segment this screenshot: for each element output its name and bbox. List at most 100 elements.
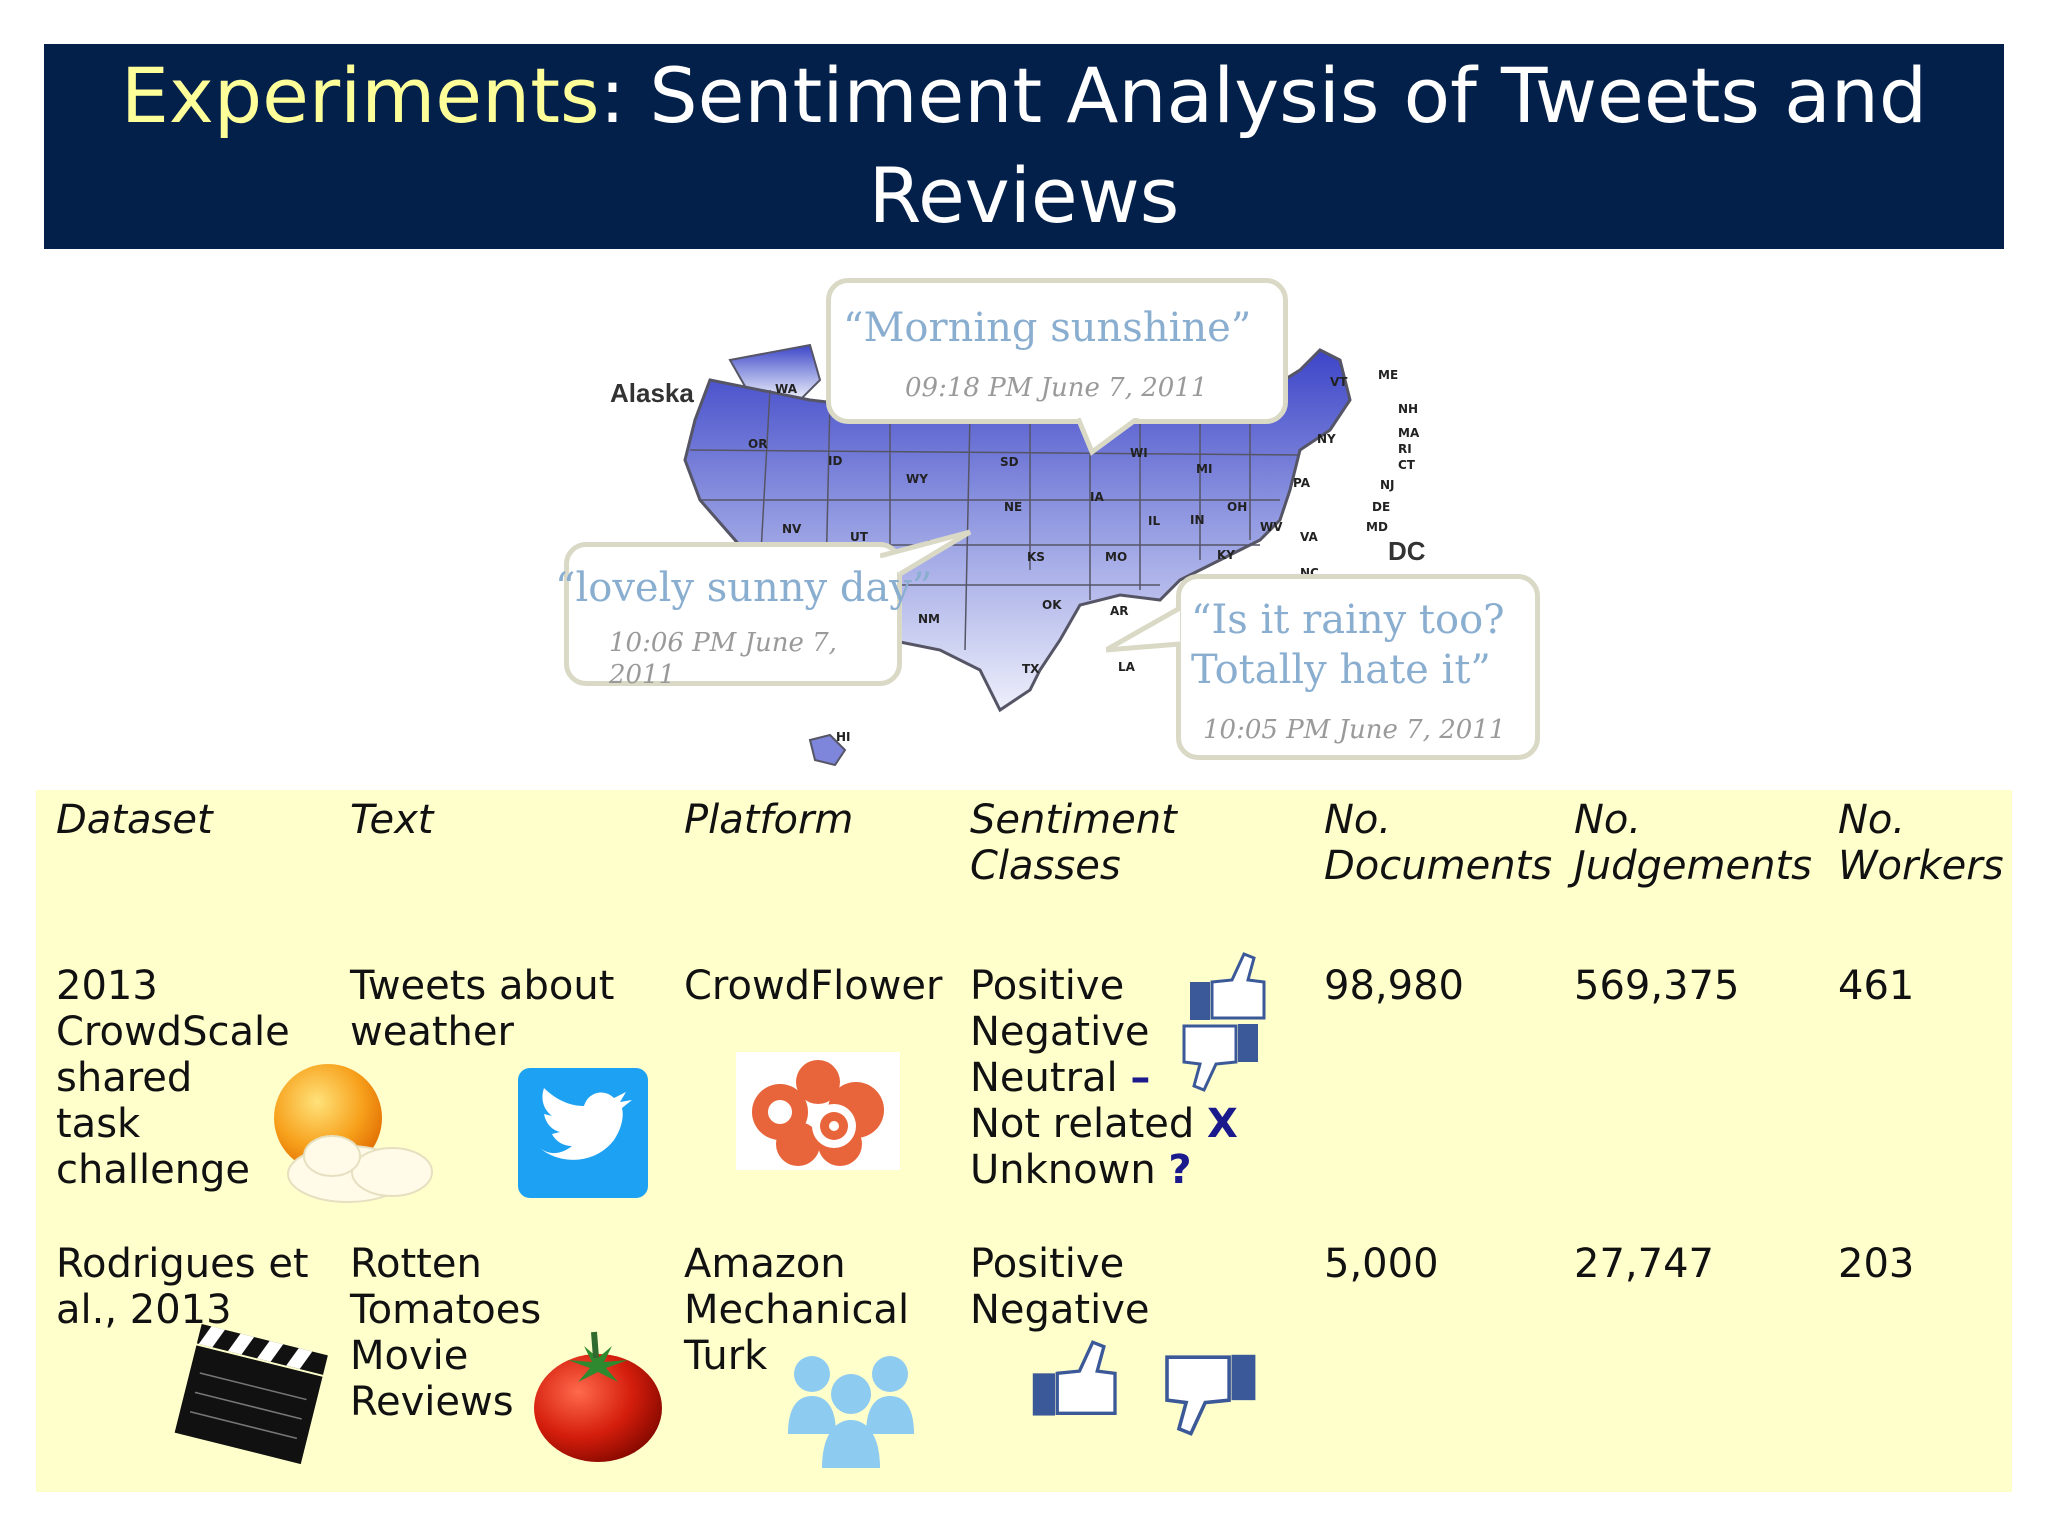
title-accent: Experiments: [120, 51, 600, 140]
class-not-related: Not related X: [970, 1101, 1238, 1147]
tweet-text-line: Totally hate it”: [1191, 647, 1491, 693]
cell-line: Reviews: [350, 1379, 514, 1425]
state-code: OR: [748, 437, 768, 451]
twitter-bird-icon: [518, 1068, 648, 1198]
cell-line: Rodrigues et: [56, 1241, 309, 1287]
header-line: Classes: [970, 843, 1121, 889]
class-neutral-label: Neutral: [970, 1055, 1118, 1101]
thumbs-up-icon: [1032, 1340, 1117, 1416]
state-code: WY: [906, 472, 928, 486]
header-dataset: Dataset: [56, 797, 213, 843]
cell-line: Tweets about: [350, 963, 615, 1009]
tweet-timestamp: 09:18 PM June 7, 2011: [905, 373, 1208, 403]
state-code: IA: [1090, 490, 1104, 504]
header-line: No.: [1838, 797, 1906, 843]
thumbs-down-icon: [1165, 1354, 1256, 1436]
state-code: NH: [1398, 402, 1419, 416]
tweet-timestamp-line: 10:06 PM June 7,: [609, 628, 837, 658]
neutral-mark: –: [1130, 1055, 1151, 1101]
cell-line: challenge: [56, 1147, 251, 1193]
slide-title: Experiments: Sentiment Analysis of Tweet…: [44, 44, 2004, 249]
state-code: KS: [1027, 550, 1045, 564]
state-code: NM: [918, 612, 940, 626]
tweet-bubble: “lovely sunny day” 10:06 PM June 7, 2011: [555, 542, 932, 690]
table-row-1-documents: 98,980: [1324, 963, 1464, 1009]
state-code: RI: [1398, 442, 1412, 456]
tweet-text: “Morning sunshine”: [843, 305, 1252, 351]
class-negative: Negative: [970, 1009, 1150, 1055]
bubble-tail-icon: [880, 529, 972, 576]
table-row-2-text: Rotten Tomatoes Movie Reviews: [350, 1241, 541, 1425]
class-unknown-label: Unknown: [970, 1147, 1156, 1193]
class-not-related-label: Not related: [970, 1101, 1195, 1147]
tweet-timestamp-line: 2011: [609, 660, 676, 690]
cell-line: Tomatoes: [350, 1287, 542, 1333]
table-row-2-documents: 5,000: [1324, 1241, 1439, 1287]
table-row-2-platform: Amazon Mechanical Turk: [684, 1241, 909, 1379]
state-code: AR: [1110, 604, 1129, 618]
tweet-text: “Is it rainy too? Totally hate it”: [1191, 595, 1505, 695]
state-code: NY: [1317, 432, 1336, 446]
dc-label: DC: [1388, 536, 1426, 566]
tweet-text: “lovely sunny day”: [555, 565, 933, 611]
state-code: VA: [1300, 530, 1318, 544]
state-code: NE: [1004, 500, 1023, 514]
state-code: LA: [1118, 660, 1135, 674]
header-no-workers: No. Workers: [1838, 797, 2004, 889]
cell-line: 2013: [56, 963, 158, 1009]
thumbs-down-icon: [1182, 1024, 1258, 1092]
header-line: Workers: [1838, 843, 2004, 889]
tweet-timestamp: 10:05 PM June 7, 2011: [1203, 715, 1506, 745]
table-row-2-classes: Positive Negative: [970, 1241, 1150, 1333]
table-row-1-text: Tweets about weather: [350, 963, 614, 1055]
state-code: WV: [1260, 520, 1283, 534]
us-map-area: Alaska DC WA OR ID WY SD NE NV UT CO KS …: [0, 250, 2048, 790]
state-code: WA: [775, 382, 797, 396]
state-code: ME: [1378, 368, 1399, 382]
tweet-bubble: “Morning sunshine” 09:18 PM June 7, 2011: [826, 278, 1288, 424]
people-group-icon: [788, 1356, 914, 1468]
state-code: HI: [836, 730, 851, 744]
table-row-1-judgements: 569,375: [1574, 963, 1740, 1009]
unknown-mark: ?: [1168, 1147, 1192, 1193]
bubble-tail-icon: [1106, 605, 1182, 653]
cell-line: CrowdScale: [56, 1009, 290, 1055]
tomato-icon: [534, 1331, 662, 1462]
table-row-1-dataset: 2013 CrowdScale shared task challenge: [56, 963, 290, 1193]
state-code: MO: [1105, 550, 1128, 564]
state-code: DE: [1372, 500, 1391, 514]
title-rest: : Sentiment Analysis of Tweets and Revie…: [599, 51, 1928, 240]
crowdflower-logo-icon: [736, 1052, 900, 1170]
state-code: IL: [1148, 514, 1161, 528]
cell-line: Rotten: [350, 1241, 482, 1287]
table-row-1-classes: Positive Negative Neutral – Not related …: [970, 963, 1238, 1193]
state-code: SD: [1000, 455, 1019, 469]
header-platform: Platform: [684, 797, 854, 843]
state-code: TX: [1022, 662, 1040, 676]
table-row-2-judgements: 27,747: [1574, 1241, 1714, 1287]
state-code: NJ: [1380, 478, 1395, 492]
header-line: Documents: [1324, 843, 1553, 889]
state-code: IN: [1190, 513, 1205, 527]
state-code: CT: [1398, 458, 1415, 472]
table-row-2-dataset: Rodrigues et al., 2013: [56, 1241, 309, 1333]
sun-cloud-icon: [274, 1064, 433, 1203]
header-text: Text: [350, 797, 434, 843]
table-row-1-platform: CrowdFlower: [684, 963, 942, 1009]
cell-line: shared: [56, 1055, 193, 1101]
tweet-bubble: “Is it rainy too? Totally hate it” 10:05…: [1176, 574, 1540, 760]
clapperboard-icon: [174, 1323, 328, 1465]
not-related-mark: X: [1207, 1101, 1238, 1147]
thumbs-up-icon: [1190, 952, 1266, 1020]
class-neutral: Neutral –: [970, 1055, 1238, 1101]
header-no-documents: No. Documents: [1324, 797, 1552, 889]
class-positive: Positive: [970, 963, 1125, 1009]
bubble-tail-icon: [1078, 418, 1140, 456]
cell-line: Mechanical: [684, 1287, 910, 1333]
header-no-judgements: No. Judgements: [1574, 797, 1812, 889]
cell-line: CrowdFlower: [684, 963, 943, 1009]
state-code: VT: [1330, 375, 1348, 389]
alaska-label: Alaska: [610, 378, 694, 408]
state-code: MD: [1366, 520, 1388, 534]
header-line: Judgements: [1574, 843, 1812, 889]
